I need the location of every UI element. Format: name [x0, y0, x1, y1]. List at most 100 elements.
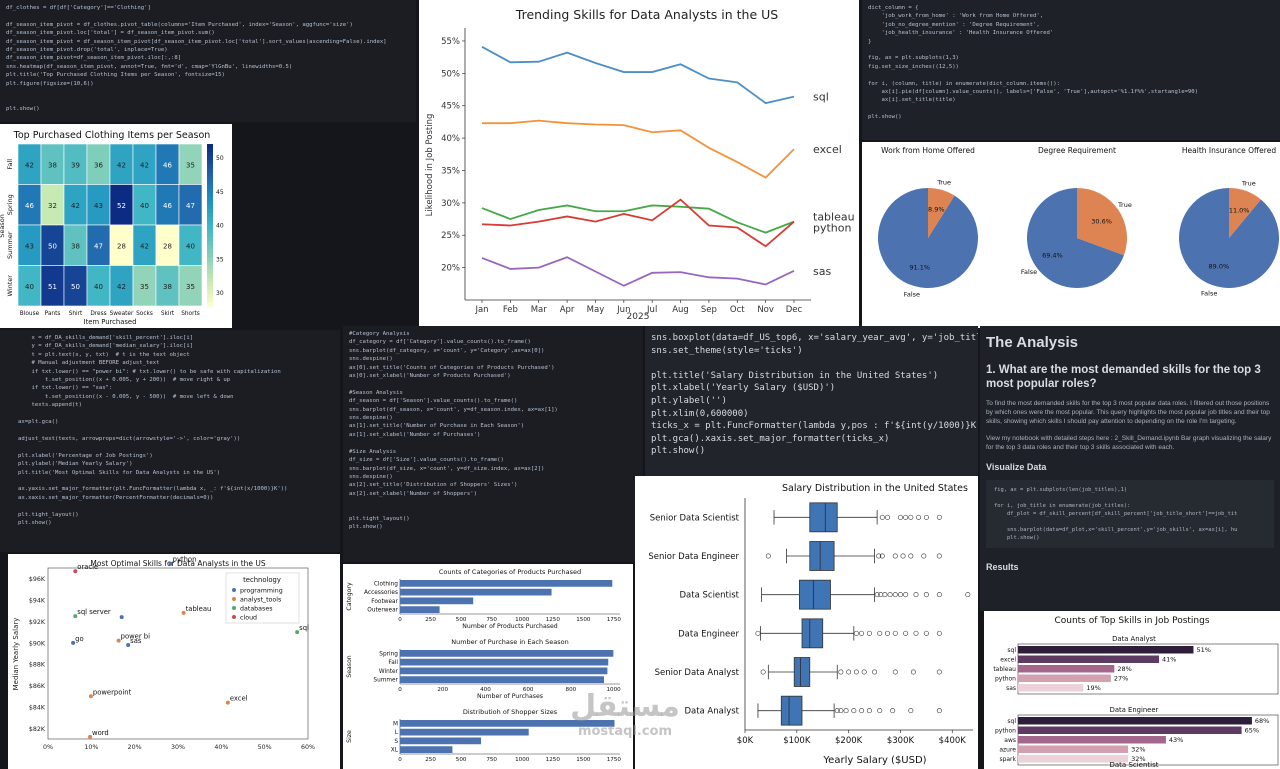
code-line: ticks_x = plt.FuncFormatter(lambda y,pos… — [651, 421, 978, 432]
box-iqr — [801, 618, 824, 649]
code-line: texts.append(t) — [18, 402, 82, 409]
watermark: مستقل mostaql.com — [555, 689, 695, 740]
skill-pct: 65% — [1245, 727, 1259, 735]
heatmap-cell-value: 47 — [186, 202, 195, 210]
colorbar-segment — [207, 220, 213, 226]
barplot-title: Counts of Categories of Products Purchas… — [439, 568, 581, 576]
colorbar-segment — [207, 245, 213, 250]
outlier-point — [897, 592, 903, 598]
series-label: python — [813, 222, 852, 235]
colorbar-segment — [207, 233, 213, 238]
code-line: df_season = df['Season'].value_counts().… — [349, 398, 518, 405]
x-tick-label: 1000 — [606, 687, 621, 693]
code-line: sns.barplot(df_category, x='count', y='C… — [349, 347, 545, 354]
outlier-point — [892, 553, 898, 559]
chart-title: Counts of Top Skills in Job Postings — [1054, 616, 1209, 626]
x-tick-label: 0 — [398, 617, 402, 623]
code-line: dict_column = { — [868, 5, 919, 11]
chart-title: Trending Skills for Data Analysts in the… — [515, 7, 778, 22]
scatter-point — [73, 614, 78, 619]
boxplot-panel: Salary Distribution in the United States… — [635, 476, 978, 769]
x-tick-label: 0 — [398, 687, 402, 693]
watermark-latin: mostaql.com — [577, 724, 673, 739]
heatmap-row-label: Winter — [6, 275, 14, 297]
heatmap-col-label: Blouse — [20, 311, 40, 317]
colorbar-segment — [207, 208, 213, 214]
point-label: oracle — [77, 563, 98, 571]
box-category-label: Data Analyst — [684, 707, 739, 717]
bar-category-label: M — [393, 721, 398, 727]
box-category-label: Data Engineer — [678, 629, 739, 639]
optimal-skills-chart: Most Optimal Skills for Data Analysts in… — [12, 556, 315, 751]
pie-category-label: False — [1201, 290, 1217, 298]
watermark-arabic: مستقل — [570, 689, 680, 724]
heatmap-cell-value: 28 — [117, 242, 126, 250]
outlier-point — [910, 669, 916, 675]
skill-pct: 32% — [1131, 755, 1145, 763]
code-panel-boxplot: sns.boxplot(data=df_US_top6, x='salary_y… — [645, 326, 978, 476]
scatter-point — [181, 610, 186, 615]
box-category-label: Senior Data Analyst — [655, 668, 740, 678]
legend-marker — [232, 597, 236, 601]
heatmap-cell-value: 42 — [140, 161, 149, 169]
bar — [400, 720, 615, 727]
bar-category-label: XL — [391, 748, 399, 754]
y-tick-label: $92K — [29, 619, 46, 626]
bar — [400, 746, 453, 753]
bar-category-label: Accessories — [364, 590, 398, 596]
bar — [400, 597, 474, 605]
trending-skills-panel: Trending Skills for Data Analysts in the… — [419, 0, 859, 326]
pie-pct-label: 11.0% — [1229, 206, 1250, 214]
x-tick-label: Jan — [474, 305, 488, 315]
y-tick-label: $94K — [29, 598, 46, 605]
x-tick-label: 250 — [425, 617, 436, 623]
code-line: plt.tight_layout() — [18, 511, 79, 518]
colorbar-segment — [207, 249, 213, 254]
point-label: powerpoint — [93, 688, 132, 696]
skill-pct: 27% — [1114, 675, 1128, 683]
skill-bar — [1018, 745, 1129, 753]
heatmap-row-label: Summer — [6, 231, 14, 259]
code-block: sns.boxplot(data=df_US_top6, x='salary_y… — [645, 326, 978, 464]
colorbar-segment — [207, 156, 213, 161]
analysis-notebook-link[interactable]: View my notebook with detailed steps her… — [986, 435, 1272, 451]
legend-label: cloud — [240, 615, 257, 622]
outlier-point — [876, 553, 882, 559]
code-line: } — [868, 38, 872, 45]
code-line: ax=plt.gca() — [18, 419, 59, 426]
code-line: # Manual adjustment BEFORE adjust_text — [18, 360, 160, 367]
outlier-point — [892, 669, 898, 675]
skill-pct: 41% — [1162, 656, 1176, 664]
code-line: 'job_work_from_home' : 'Work from Home O… — [868, 13, 1044, 20]
scatter-point — [73, 569, 78, 574]
colorbar-segment — [207, 277, 213, 283]
pie-category-label: False — [1021, 268, 1037, 276]
outlier-point — [908, 708, 914, 714]
code-line: df_category = df['Category'].value_count… — [349, 339, 531, 346]
skill-label: python — [995, 728, 1016, 735]
code-line — [6, 88, 410, 96]
outlier-point — [877, 708, 883, 714]
colorbar-segment — [207, 152, 213, 157]
code-line: df_season_item_pivot = df_season_item_pi… — [6, 38, 387, 45]
outlier-point — [923, 630, 929, 636]
x-tick-label: 10% — [84, 744, 98, 751]
skill-bar — [1018, 674, 1111, 682]
series-line-excel — [482, 119, 795, 179]
y-axis-label: Season — [346, 655, 353, 678]
code-line — [18, 426, 334, 434]
shopping-barplots: Counts of Categories of Products Purchas… — [346, 568, 621, 763]
heatmap-cell-value: 39 — [71, 161, 80, 169]
legend-marker — [232, 615, 236, 619]
code-line: sns.barplot(data=df_plot,x='skill_percen… — [994, 527, 1238, 533]
code-line: plt.tight_layout() — [349, 515, 410, 522]
code-line: plt.title('Salary Distribution in the Un… — [651, 370, 939, 381]
x-axis-label: Yearly Salary ($USD) — [822, 755, 926, 766]
heatmap-col-label: Socks — [136, 311, 153, 317]
outlier-point — [908, 553, 914, 559]
series-label: excel — [813, 143, 842, 156]
heatmap-cell-value: 35 — [186, 283, 195, 291]
colorbar-segment — [207, 265, 213, 271]
y-tick-label: $88K — [29, 662, 46, 669]
heatmap-ylabel: Season — [0, 214, 6, 238]
